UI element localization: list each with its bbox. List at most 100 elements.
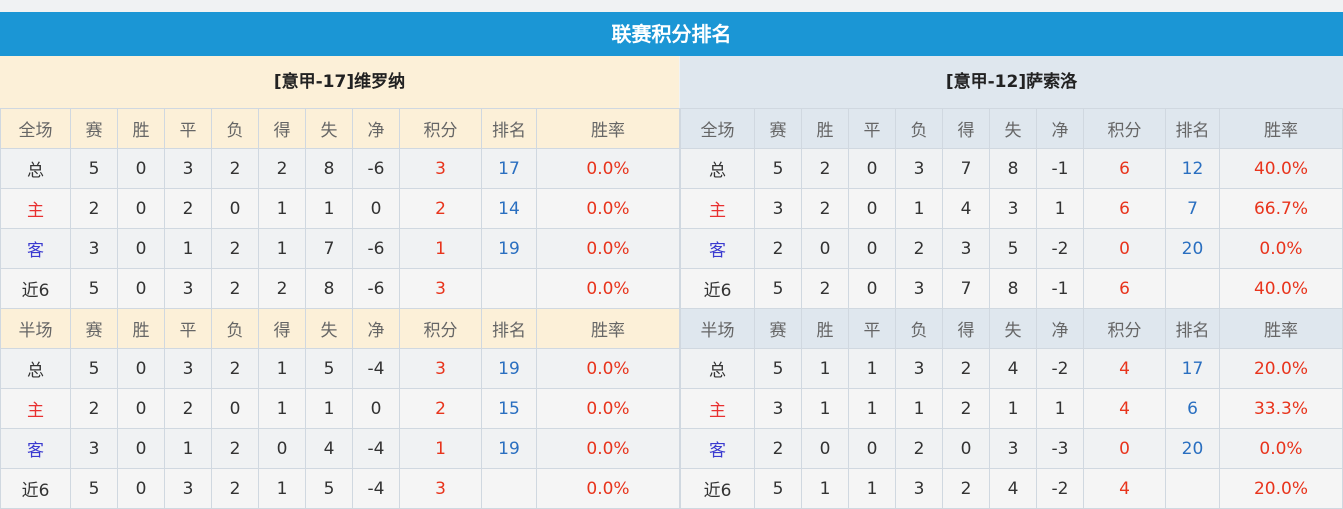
column-header: 负 (895, 308, 943, 349)
header-row: 半场赛胜平负得失净积分 排名 胜率 (0, 308, 680, 349)
row-label: 总 (680, 148, 755, 189)
stat-cell: 2 (895, 228, 943, 269)
table-row: 总 5 0 3 2 1 5 -4 3 19 0.0% (0, 348, 680, 389)
column-header: 胜率 (1219, 308, 1343, 349)
stat-cell: 3 (399, 268, 482, 309)
stat-cell: 0.0% (536, 228, 680, 269)
stat-cell: 0 (848, 148, 896, 189)
stat-cell: 2 (70, 388, 118, 429)
stat-cell: 0 (352, 188, 400, 229)
stat-cell: 3 (70, 428, 118, 469)
row-label: 客 (0, 228, 71, 269)
stat-cell: 2 (211, 268, 259, 309)
row-label: 客 (0, 428, 71, 469)
stat-cell: 0 (117, 388, 165, 429)
stat-cell: 1 (399, 228, 482, 269)
stat-cell: 6 (1083, 188, 1166, 229)
stat-cell: 0.0% (536, 188, 680, 229)
stat-cell: 0 (848, 228, 896, 269)
stat-cell: 15 (481, 388, 537, 429)
stat-cell: 2 (895, 428, 943, 469)
column-header: 得 (942, 308, 990, 349)
stat-cell: -2 (1036, 348, 1084, 389)
stat-cell: 1 (164, 428, 212, 469)
stat-cell: 0 (211, 188, 259, 229)
stat-cell: 2 (70, 188, 118, 229)
stat-cell: 4 (1083, 468, 1166, 509)
stat-cell: 0.0% (536, 348, 680, 389)
header-row: 全场赛胜平负得失净积分 排名 胜率 (680, 108, 1343, 149)
stat-cell: -6 (352, 268, 400, 309)
stat-cell: 0 (117, 268, 165, 309)
stat-cell: 7 (942, 148, 990, 189)
stat-cell: 2 (164, 188, 212, 229)
table-row: 总 5 2 0 3 7 8 -1 6 12 40.0% (680, 148, 1343, 189)
column-header: 净 (352, 308, 400, 349)
stat-cell: 5 (989, 228, 1037, 269)
column-header: 负 (211, 308, 259, 349)
stat-cell: 1 (1036, 188, 1084, 229)
table-row: 总 5 0 3 2 2 8 -6 3 17 0.0% (0, 148, 680, 189)
column-header: 胜率 (536, 308, 680, 349)
stat-cell: 3 (164, 468, 212, 509)
stat-cell: 3 (70, 228, 118, 269)
stat-cell: 1 (848, 388, 896, 429)
column-header: 胜 (801, 108, 849, 149)
stat-cell: 0.0% (536, 388, 680, 429)
stat-cell: 4 (942, 188, 990, 229)
stat-cell: 2 (258, 268, 306, 309)
stat-cell: 2 (399, 188, 482, 229)
column-header: 全场 (680, 108, 755, 149)
stat-cell: 0 (352, 388, 400, 429)
stat-cell: 6 (1083, 148, 1166, 189)
stat-cell: 14 (481, 188, 537, 229)
column-header: 失 (305, 108, 353, 149)
row-label: 主 (0, 188, 71, 229)
stat-cell: 0 (848, 268, 896, 309)
stat-cell: 0 (801, 428, 849, 469)
column-header: 半场 (0, 308, 71, 349)
stat-cell: 0 (1083, 228, 1166, 269)
stat-cell: 3 (164, 268, 212, 309)
stat-cell: 2 (164, 388, 212, 429)
stat-cell: 7 (1165, 188, 1220, 229)
standings-table: 全场赛胜平负得失净积分 排名 胜率总 5 0 3 2 2 8 -6 3 17 0.0% 主 2 0 2 0 1 1 0 2… (0, 108, 680, 509)
stat-cell: 2 (399, 388, 482, 429)
stat-cell: 0 (848, 188, 896, 229)
row-label: 主 (680, 388, 755, 429)
stat-cell: 40.0% (1219, 268, 1343, 309)
column-header: 半场 (680, 308, 755, 349)
table-row: 近6 5 0 3 2 2 8 -6 3 0.0% (0, 268, 680, 309)
stat-cell: 3 (164, 348, 212, 389)
team-header: [意甲-12]萨索洛 (680, 56, 1343, 108)
stat-cell: 19 (481, 348, 537, 389)
column-header: 平 (164, 308, 212, 349)
row-label: 主 (680, 188, 755, 229)
stat-cell (481, 268, 537, 309)
stat-cell: 2 (258, 148, 306, 189)
column-header: 得 (258, 308, 306, 349)
stat-cell: 3 (942, 228, 990, 269)
column-header: 全场 (0, 108, 71, 149)
stat-cell: 3 (895, 268, 943, 309)
stat-cell: 3 (754, 388, 802, 429)
column-header: 排名 (1165, 308, 1220, 349)
stat-cell: 2 (754, 428, 802, 469)
column-header: 负 (895, 108, 943, 149)
table-row: 客 2 0 0 2 3 5 -2 0 20 0.0% (680, 228, 1343, 269)
stat-cell: 8 (305, 148, 353, 189)
row-label: 总 (0, 348, 71, 389)
stat-cell: 0 (258, 428, 306, 469)
stat-cell: 7 (942, 268, 990, 309)
stat-cell: 0 (117, 188, 165, 229)
stat-cell: 20.0% (1219, 348, 1343, 389)
stat-cell: 0 (848, 428, 896, 469)
stat-cell: 0 (117, 148, 165, 189)
column-header: 赛 (754, 108, 802, 149)
stat-cell: 0.0% (1219, 228, 1343, 269)
stat-cell: -4 (352, 348, 400, 389)
stat-cell: 1 (989, 388, 1037, 429)
stat-cell: 40.0% (1219, 148, 1343, 189)
stat-cell: 12 (1165, 148, 1220, 189)
stat-cell: 0.0% (1219, 428, 1343, 469)
